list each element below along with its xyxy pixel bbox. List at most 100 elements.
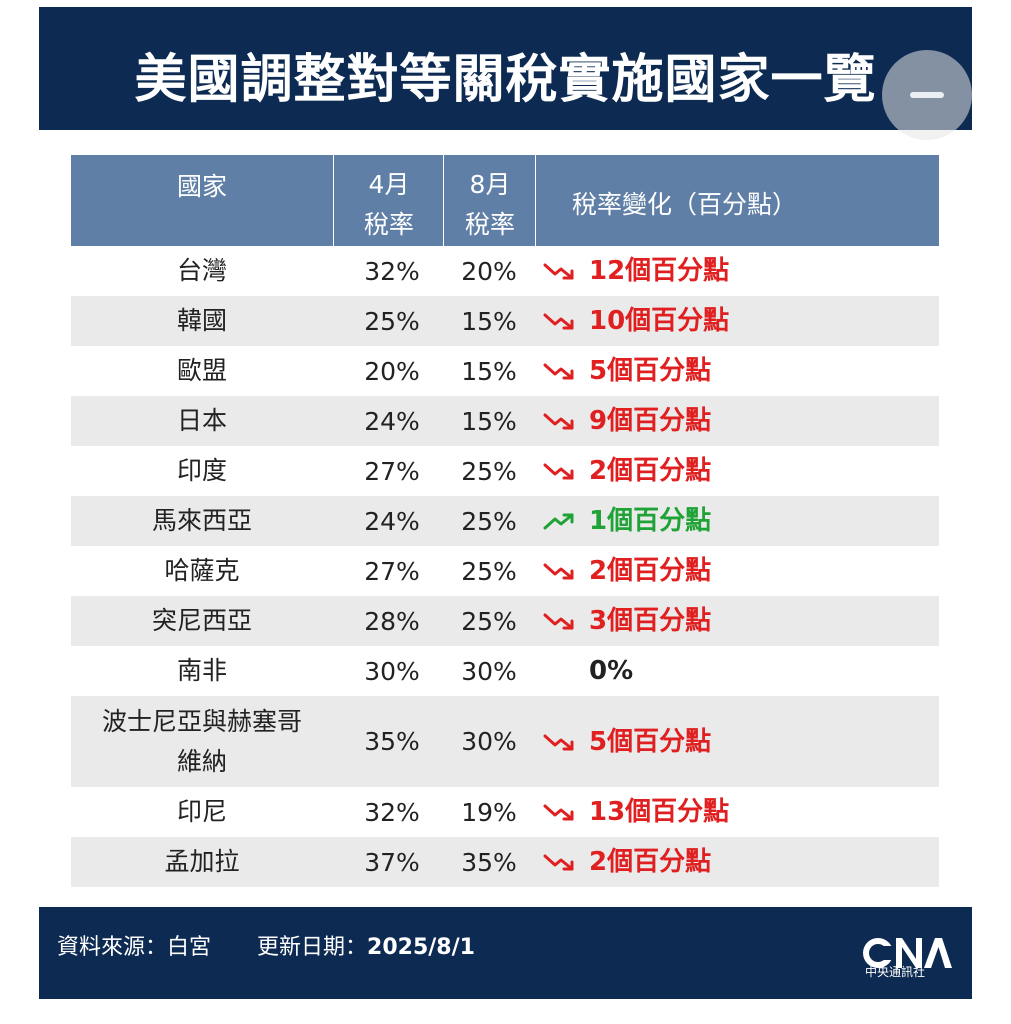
cell-rate-change: 10個百分點 bbox=[535, 296, 939, 346]
country-name-line1: 波士尼亞與赫塞哥 bbox=[101, 706, 302, 736]
trend-down-icon bbox=[543, 563, 574, 580]
cell-country: 台灣 bbox=[176, 256, 227, 285]
header-april-rate: 4月 稅率 bbox=[333, 155, 444, 246]
cell-august-rate: 15% bbox=[461, 406, 517, 436]
cell-country: 波士尼亞與赫塞哥 維納 bbox=[71, 696, 333, 787]
table-row: 日本 24% 15% 9個百分點 bbox=[71, 396, 939, 446]
updated-date: 更新日期：2025/8/1 bbox=[257, 929, 475, 961]
cell-april-rate: 30% bbox=[364, 656, 420, 686]
cell-rate-change: 3個百分點 bbox=[535, 596, 939, 646]
cell-rate-change: 5個百分點 bbox=[535, 346, 939, 396]
cell-april-rate: 24% bbox=[364, 506, 420, 536]
footer-bar: 資料來源：白宮 更新日期：2025/8/1 中央通訊社 bbox=[39, 907, 972, 999]
updated-value: 2025/8/1 bbox=[367, 935, 475, 960]
cell-august-rate: 30% bbox=[461, 727, 517, 756]
updated-label: 更新日期： bbox=[257, 935, 368, 960]
trend-down-icon bbox=[543, 313, 574, 330]
rate-change-value: 9個百分點 bbox=[589, 406, 712, 436]
cell-rate-change: 0% bbox=[535, 646, 939, 696]
cell-april-rate: 28% bbox=[364, 606, 420, 636]
rate-change-value: 3個百分點 bbox=[589, 606, 712, 636]
header-april-rate-label: 稅率 bbox=[363, 210, 414, 239]
cell-rate-change: 2個百分點 bbox=[535, 446, 939, 496]
cell-rate-change: 2個百分點 bbox=[535, 546, 939, 596]
cell-rate-change: 1個百分點 bbox=[535, 496, 939, 546]
cell-country: 孟加拉 bbox=[164, 847, 240, 876]
cell-country: 南非 bbox=[176, 656, 227, 685]
cell-april-rate: 27% bbox=[364, 556, 420, 586]
cell-rate-change: 13個百分點 bbox=[535, 787, 939, 837]
rate-change-value: 13個百分點 bbox=[589, 797, 730, 827]
header-country: 國家 bbox=[71, 155, 333, 246]
cell-country: 歐盟 bbox=[176, 356, 227, 385]
rate-change-value: 10個百分點 bbox=[589, 306, 730, 336]
title-banner: 美國調整對等關稅實施國家一覽 bbox=[39, 7, 972, 140]
header-change-label: 稅率變化（百分點） bbox=[572, 190, 798, 219]
cell-august-rate: 15% bbox=[461, 306, 517, 336]
cna-logo-subtitle: 中央通訊社 bbox=[865, 965, 926, 979]
trend-down-icon bbox=[543, 263, 574, 280]
page-title: 美國調整對等關稅實施國家一覽 bbox=[134, 50, 877, 110]
header-august-label: 8月 bbox=[469, 170, 511, 199]
cell-april-rate: 27% bbox=[364, 456, 420, 486]
cell-april-rate: 35% bbox=[364, 727, 420, 756]
cell-august-rate: 25% bbox=[461, 506, 517, 536]
rate-change-value: 5個百分點 bbox=[589, 356, 712, 386]
header-april-label: 4月 bbox=[368, 170, 410, 199]
cell-august-rate: 19% bbox=[461, 797, 517, 827]
rate-change-value: 0% bbox=[589, 656, 634, 686]
rate-change-value: 2個百分點 bbox=[589, 847, 712, 877]
table-row: 突尼西亞 28% 25% 3個百分點 bbox=[71, 596, 939, 646]
table-header: 國家 4月 稅率 8月 稅率 稅率變化（百分點） bbox=[71, 155, 939, 246]
table-row: 哈薩克 27% 25% 2個百分點 bbox=[71, 546, 939, 596]
rate-change-value: 2個百分點 bbox=[589, 456, 712, 486]
cell-rate-change: 12個百分點 bbox=[535, 246, 939, 296]
rate-change-value: 1個百分點 bbox=[589, 506, 712, 536]
rate-change-value: 12個百分點 bbox=[589, 256, 730, 286]
country-name-line2: 維納 bbox=[176, 746, 227, 776]
trend-down-icon bbox=[543, 734, 574, 750]
table-row: 南非 30% 30% 0% bbox=[71, 646, 939, 696]
trend-down-icon bbox=[543, 804, 574, 821]
cell-country: 印度 bbox=[176, 456, 227, 485]
cell-country: 馬來西亞 bbox=[151, 506, 252, 535]
cell-august-rate: 15% bbox=[461, 356, 517, 386]
cell-rate-change: 2個百分點 bbox=[535, 837, 939, 887]
table-row: 印度 27% 25% 2個百分點 bbox=[71, 446, 939, 496]
cell-august-rate: 25% bbox=[461, 606, 517, 636]
table-row: 孟加拉 37% 35% 2個百分點 bbox=[71, 837, 939, 887]
cell-april-rate: 25% bbox=[364, 306, 420, 336]
header-rate-change: 稅率變化（百分點） bbox=[535, 155, 939, 246]
header-august-rate: 8月 稅率 bbox=[443, 155, 536, 246]
trend-down-icon bbox=[543, 613, 574, 630]
table-row: 波士尼亞與赫塞哥 維納 35% 30% 5個百分點 bbox=[71, 696, 939, 787]
cell-country: 突尼西亞 bbox=[151, 606, 252, 635]
cell-country: 韓國 bbox=[176, 306, 227, 335]
rate-change-value: 2個百分點 bbox=[589, 556, 712, 586]
cell-august-rate: 30% bbox=[461, 656, 517, 686]
table-row: 印尼 32% 19% 13個百分點 bbox=[71, 787, 939, 837]
trend-down-icon bbox=[543, 463, 574, 480]
trend-down-icon bbox=[543, 363, 574, 380]
cell-rate-change: 9個百分點 bbox=[535, 396, 939, 446]
trend-down-icon bbox=[543, 413, 574, 430]
header-country-label: 國家 bbox=[176, 172, 227, 201]
cell-april-rate: 32% bbox=[364, 797, 420, 827]
trend-down-icon bbox=[543, 854, 574, 871]
header-august-rate-label: 稅率 bbox=[464, 210, 515, 239]
tariff-table: 國家 4月 稅率 8月 稅率 稅率變化（百分點） 台灣 32% 20% 12個百分點韓… bbox=[71, 155, 939, 905]
cell-april-rate: 37% bbox=[364, 847, 420, 877]
cell-country: 印尼 bbox=[176, 797, 227, 826]
cell-august-rate: 25% bbox=[461, 456, 517, 486]
cell-april-rate: 32% bbox=[364, 256, 420, 286]
cell-april-rate: 24% bbox=[364, 406, 420, 436]
source-text: 資料來源：白宮 bbox=[57, 935, 212, 960]
cell-april-rate: 20% bbox=[364, 356, 420, 386]
trend-up-icon bbox=[543, 513, 574, 530]
cell-august-rate: 25% bbox=[461, 556, 517, 586]
rate-change-value: 5個百分點 bbox=[589, 726, 712, 757]
table-row: 歐盟 20% 15% 5個百分點 bbox=[71, 346, 939, 396]
cell-august-rate: 20% bbox=[461, 256, 517, 286]
cna-logo bbox=[863, 938, 952, 968]
zoom-out-button[interactable] bbox=[882, 50, 972, 140]
